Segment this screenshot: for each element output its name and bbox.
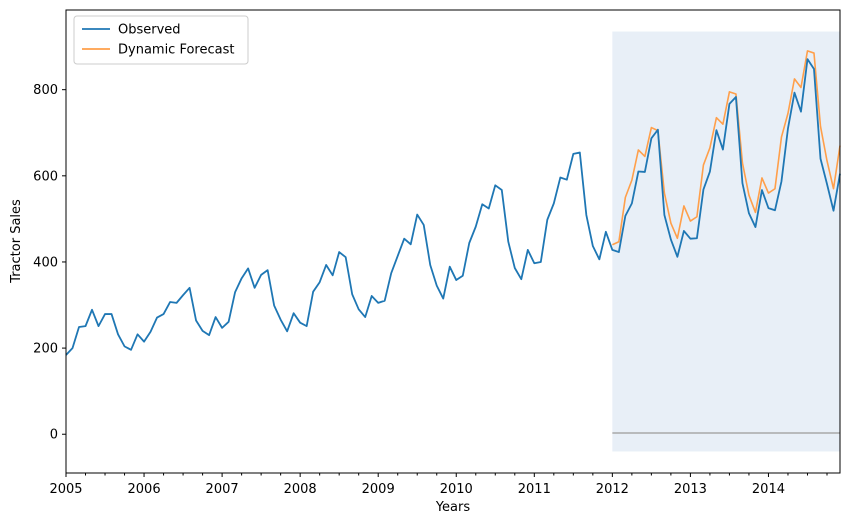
y-tick-label: 400 <box>33 255 58 270</box>
forecast-region <box>612 31 840 452</box>
x-axis-label: Years <box>435 500 471 515</box>
legend: Observed Dynamic Forecast <box>73 15 249 65</box>
y-tick-label: 200 <box>33 342 58 357</box>
series-line-observed <box>65 58 841 356</box>
tick-label-layer: 0 200 400 600 800 2005 2006 2007 2008 2009 2010 201… <box>33 83 785 497</box>
x-tick-label: 2012 <box>596 482 629 497</box>
x-tick-label: 2009 <box>362 482 395 497</box>
forecast-region-layer <box>612 31 840 452</box>
x-tick-label: 2014 <box>752 482 785 497</box>
x-tick-label: 2008 <box>284 482 317 497</box>
series-line-forecast <box>612 50 841 246</box>
x-tick-label: 2005 <box>49 482 82 497</box>
legend-box <box>73 15 249 65</box>
x-tick-label: 2011 <box>518 482 551 497</box>
x-tick-label: 2007 <box>206 482 239 497</box>
x-tick-label: 2006 <box>128 482 161 497</box>
y-axis-label: Tractor Sales <box>9 199 24 284</box>
legend-label-observed: Observed <box>118 23 181 38</box>
y-tick-label: 800 <box>33 83 58 98</box>
legend-label-forecast: Dynamic Forecast <box>118 43 234 58</box>
y-tick-label: 600 <box>33 169 58 184</box>
x-tick-label: 2010 <box>440 482 473 497</box>
series-layer <box>65 50 841 356</box>
y-tick-label: 0 <box>50 428 58 443</box>
x-tick-label: 2013 <box>674 482 707 497</box>
plot-frame <box>65 9 841 474</box>
